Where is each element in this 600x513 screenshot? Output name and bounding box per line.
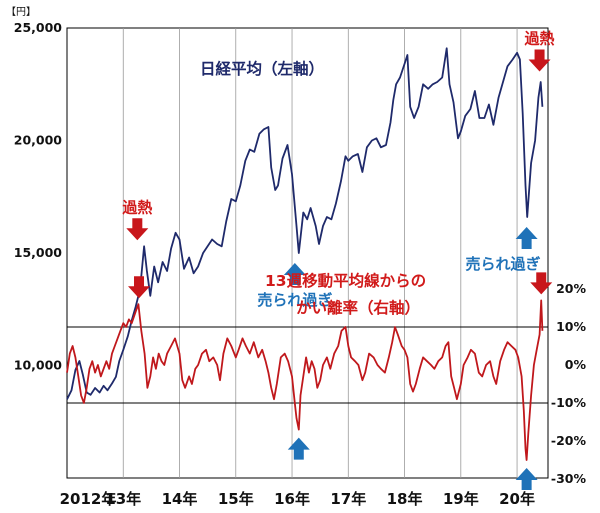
overheat-annotation: 過熱 (524, 30, 555, 48)
x-tick-label: 13年 (105, 490, 141, 508)
left-tick-label: 25,000 (14, 20, 63, 35)
down-arrow-icon (128, 276, 151, 299)
left-tick-label: 20,000 (14, 133, 63, 148)
right-tick-label: -30% (551, 471, 587, 486)
oversold-annotation: 売られ過ぎ (257, 291, 332, 309)
right-tick-label: -20% (551, 433, 587, 448)
down-arrow-icon (126, 218, 149, 241)
deviation-series-label-line1: 13週移動平均線からの (265, 271, 426, 290)
left-tick-label: 10,000 (14, 358, 63, 373)
right-tick-label: -10% (551, 395, 587, 410)
up-arrow-icon (515, 227, 538, 249)
down-arrow-icon (528, 49, 551, 72)
deviation-line (66, 299, 544, 461)
axis-ticks: 25,000 20,000 15,000 10,000 20% 10% 0% -10% -20%… (14, 20, 587, 508)
up-arrow-icon (287, 437, 310, 460)
x-tick-label: 17年 (330, 490, 366, 508)
nikkei-series-label: 日経平均（左軸） (200, 59, 324, 78)
reference-lines (67, 326, 548, 404)
left-axis-unit: 【円】 (6, 6, 36, 18)
x-tick-label: 16年 (274, 490, 310, 508)
x-tick-label: 2012年 (60, 490, 117, 508)
nikkei-line (66, 47, 544, 400)
series-layer (66, 47, 544, 461)
right-tick-label: 0% (565, 357, 587, 372)
oversold-annotation: 売られ過ぎ (465, 255, 540, 273)
right-tick-label: 10% (556, 319, 586, 334)
x-tick-label: 15年 (218, 490, 254, 508)
x-tick-label: 14年 (162, 490, 198, 508)
x-tick-label: 19年 (443, 490, 479, 508)
right-tick-label: 20% (556, 281, 586, 296)
deviation-series-label-line2: かい離率（右軸） (296, 298, 420, 317)
up-arrow-icon (283, 263, 306, 285)
overheat-annotation: 過熱 (121, 198, 152, 216)
down-arrow-icon (530, 272, 553, 295)
x-tick-label: 18年 (387, 490, 423, 508)
left-tick-label: 15,000 (14, 245, 63, 260)
x-tick-label: 20年 (499, 490, 535, 508)
up-arrow-icon (515, 468, 538, 490)
